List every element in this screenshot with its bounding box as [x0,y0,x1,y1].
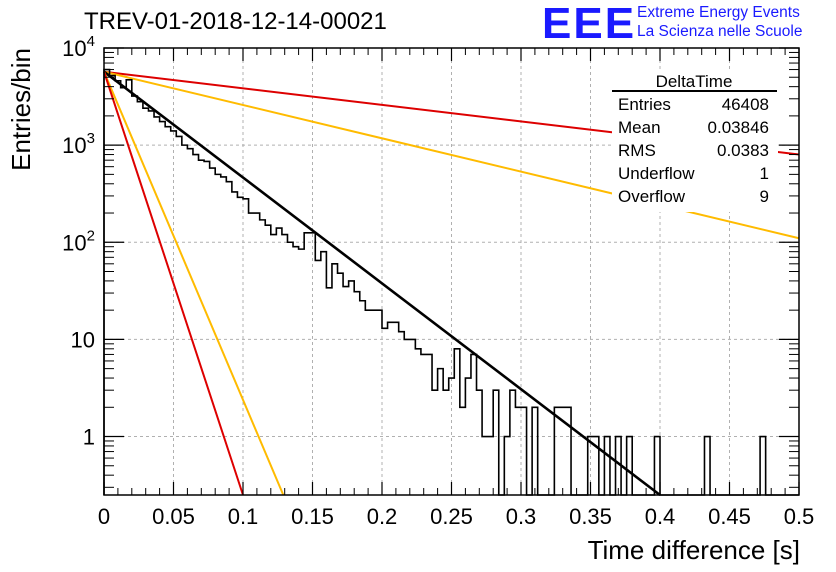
fit-curve-4 [103,71,285,496]
eee-logo: EEE [542,0,637,48]
org-subtitle: La Scienza nelle Scuole [637,23,803,40]
fit-curve-5 [103,71,244,496]
x-tick-label: 0.15 [291,504,334,529]
stats-box: DeltaTime Entries 46408 Mean 0.03846 RMS 0.03… [612,72,778,212]
stat-value: 1 [760,164,769,183]
x-tick-label: 0 [98,504,110,529]
x-tick-label: 0.1 [228,504,259,529]
page-title: TREV-01-2018-12-14-00021 [84,8,387,35]
x-tick-labels: 0 0.05 0.1 0.15 0.2 0.25 0.3 0.35 0.4 0.45 0.5 [98,504,814,529]
x-tick-label: 0.45 [708,504,751,529]
stat-value: 0.0383 [717,141,769,160]
axis-ticks [103,47,800,495]
y-tick-label: 103 [62,130,95,158]
stat-value: 9 [760,187,769,206]
org-name: Extreme Energy Events [637,4,800,21]
stat-value: 46408 [722,95,769,114]
stat-label: Entries [618,95,671,114]
stat-label: Overflow [618,187,686,206]
stat-label: Mean [618,118,661,137]
x-tick-label: 0.35 [569,504,612,529]
stat-label: RMS [618,141,656,160]
stat-value: 0.03846 [708,118,769,137]
y-tick-label: 102 [62,227,95,255]
stat-label: Underflow [618,164,695,183]
x-tick-label: 0.4 [645,504,676,529]
fit-curve-3 [103,70,661,497]
x-tick-label: 0.05 [152,504,195,529]
x-axis-label: Time difference [s] [588,535,800,565]
y-tick-label: 1 [83,425,95,450]
x-tick-label: 0.25 [430,504,473,529]
y-axis-label: Entries/bin [6,48,36,171]
y-tick-label: 104 [62,33,95,61]
x-tick-label: 0.2 [367,504,398,529]
x-tick-label: 0.5 [784,504,815,529]
stats-title: DeltaTime [656,72,733,91]
x-tick-label: 0.3 [506,504,537,529]
y-tick-label: 10 [71,327,95,352]
y-tick-labels: 1 10 102 103 104 [62,33,95,450]
